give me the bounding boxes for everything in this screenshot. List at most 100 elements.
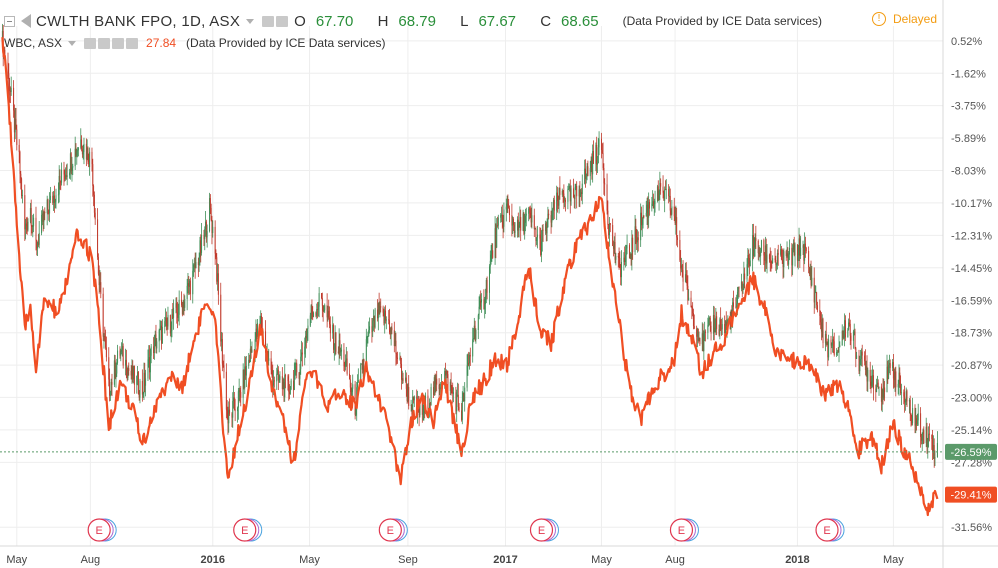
earnings-marker[interactable]: E	[233, 518, 263, 542]
candle-body	[328, 310, 330, 318]
candle	[401, 357, 403, 390]
candle-body	[893, 378, 895, 380]
candle	[872, 365, 874, 388]
candle-body	[87, 148, 89, 162]
candle	[164, 317, 166, 334]
earnings-marker[interactable]: E	[87, 518, 117, 542]
candle	[714, 318, 716, 333]
candle	[472, 328, 474, 343]
candle-body	[780, 249, 782, 260]
candle	[497, 214, 499, 230]
candle	[867, 367, 869, 392]
compare-chevron-down-icon[interactable]	[68, 40, 77, 46]
candle-body	[228, 409, 230, 424]
candle-body	[830, 339, 832, 346]
candle-body	[631, 237, 633, 259]
candle-body	[494, 228, 496, 258]
candle	[813, 267, 815, 314]
candle-body	[714, 327, 716, 333]
candle-body	[888, 364, 890, 379]
candle	[335, 332, 337, 355]
compare-symbol[interactable]: WBC, ASX	[4, 36, 63, 50]
candle-body	[125, 359, 127, 366]
candle	[713, 306, 715, 341]
candle-body	[70, 153, 72, 171]
candle	[697, 328, 699, 344]
gear-icon[interactable]	[276, 15, 289, 27]
candle	[321, 292, 323, 318]
candle-body	[316, 309, 318, 316]
candle-body	[490, 254, 492, 261]
candle	[245, 355, 247, 388]
candle-body	[145, 378, 147, 386]
candle-body	[131, 365, 133, 376]
candle	[648, 192, 650, 228]
candle	[468, 351, 470, 367]
candle-body	[680, 260, 682, 269]
compare-close-icon[interactable]	[126, 37, 139, 49]
candle-body	[590, 159, 592, 169]
candle-body	[468, 362, 470, 364]
candle-body	[612, 246, 614, 249]
candle	[708, 315, 710, 327]
candle	[104, 326, 106, 342]
eye-icon[interactable]	[262, 15, 275, 27]
candle	[198, 252, 200, 272]
candle	[624, 244, 626, 268]
candle	[368, 321, 370, 337]
candle-body	[620, 261, 622, 278]
chevron-down-icon[interactable]	[246, 18, 255, 24]
candle-body	[764, 245, 766, 261]
collapse-icon[interactable]	[4, 15, 15, 27]
flag-icon[interactable]	[21, 14, 31, 28]
candle-body	[550, 215, 552, 223]
earnings-marker[interactable]: E	[378, 518, 408, 542]
candle	[525, 207, 527, 227]
candle-body	[86, 148, 88, 160]
candle-body	[232, 401, 234, 418]
candle	[660, 178, 662, 195]
candle	[804, 232, 806, 265]
earnings-marker[interactable]: E	[669, 518, 699, 542]
candle	[47, 198, 49, 215]
candle	[502, 214, 504, 239]
candle-body	[83, 143, 85, 153]
candle-body	[878, 386, 880, 389]
candle-body	[737, 287, 739, 292]
candle	[552, 197, 554, 221]
candle-body	[447, 374, 449, 391]
candle-body	[774, 258, 776, 260]
earnings-marker[interactable]: E	[815, 518, 845, 542]
candle	[916, 413, 918, 426]
compare-eye-icon[interactable]	[84, 37, 97, 49]
earnings-marker[interactable]: E	[529, 518, 559, 542]
candle-body	[484, 304, 486, 310]
candle-body	[635, 226, 637, 238]
compare-plus-icon[interactable]	[112, 37, 125, 49]
candle-body	[115, 373, 117, 379]
candle-body	[535, 228, 537, 241]
candle	[318, 287, 320, 318]
earnings-ring	[87, 518, 111, 542]
candle	[70, 152, 72, 175]
candle	[792, 244, 794, 276]
candle	[606, 173, 608, 215]
main-symbol[interactable]: CWLTH BANK FPO, 1D, ASX	[36, 12, 241, 30]
candle	[496, 216, 498, 228]
candle	[492, 243, 494, 259]
candle-body	[94, 212, 96, 220]
candle-body	[373, 315, 375, 328]
candle	[663, 190, 665, 201]
candle-body	[570, 188, 572, 202]
compare-gear-icon[interactable]	[98, 37, 111, 49]
candle-body	[81, 139, 83, 150]
candle	[150, 344, 152, 364]
delayed-status[interactable]: ! Delayed	[872, 12, 937, 26]
candle	[41, 210, 43, 236]
candle	[920, 433, 922, 445]
candle	[160, 320, 162, 331]
candle	[881, 388, 883, 413]
